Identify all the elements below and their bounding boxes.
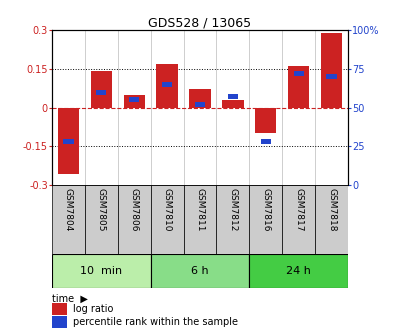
Text: GSM7806: GSM7806: [130, 188, 139, 232]
Bar: [321, 33, 342, 108]
Bar: [294, 71, 304, 76]
Text: log ratio: log ratio: [73, 304, 113, 314]
Bar: [52, 303, 67, 315]
Bar: [249, 254, 348, 288]
Bar: [85, 185, 118, 254]
Bar: [52, 254, 151, 288]
Bar: [222, 100, 244, 108]
Text: 6 h: 6 h: [191, 266, 209, 276]
Bar: [315, 185, 348, 254]
Text: GSM7810: GSM7810: [163, 188, 172, 232]
Title: GDS528 / 13065: GDS528 / 13065: [148, 16, 252, 29]
Bar: [216, 185, 249, 254]
Text: GSM7817: GSM7817: [294, 188, 303, 232]
Text: 10  min: 10 min: [80, 266, 122, 276]
Bar: [282, 185, 315, 254]
Text: GSM7805: GSM7805: [97, 188, 106, 232]
Bar: [288, 66, 309, 108]
Text: 24 h: 24 h: [286, 266, 311, 276]
Bar: [129, 97, 139, 102]
Text: GSM7816: GSM7816: [261, 188, 270, 232]
Bar: [184, 185, 216, 254]
Bar: [195, 102, 205, 107]
Text: GSM7811: GSM7811: [196, 188, 204, 232]
Bar: [52, 185, 85, 254]
Bar: [261, 139, 271, 144]
Bar: [151, 254, 249, 288]
Bar: [118, 185, 151, 254]
Text: time  ▶: time ▶: [52, 294, 88, 304]
Text: GSM7812: GSM7812: [228, 188, 237, 232]
Bar: [58, 108, 79, 174]
Bar: [228, 94, 238, 99]
Bar: [96, 89, 106, 95]
Bar: [162, 82, 172, 87]
Bar: [151, 185, 184, 254]
Text: GSM7818: GSM7818: [327, 188, 336, 232]
Text: GSM7804: GSM7804: [64, 188, 73, 232]
Bar: [255, 108, 276, 133]
Bar: [63, 139, 74, 144]
Bar: [156, 64, 178, 108]
Bar: [52, 317, 67, 328]
Bar: [326, 74, 337, 79]
Bar: [189, 89, 211, 108]
Bar: [249, 185, 282, 254]
Bar: [124, 95, 145, 108]
Bar: [91, 71, 112, 108]
Text: percentile rank within the sample: percentile rank within the sample: [73, 317, 238, 327]
